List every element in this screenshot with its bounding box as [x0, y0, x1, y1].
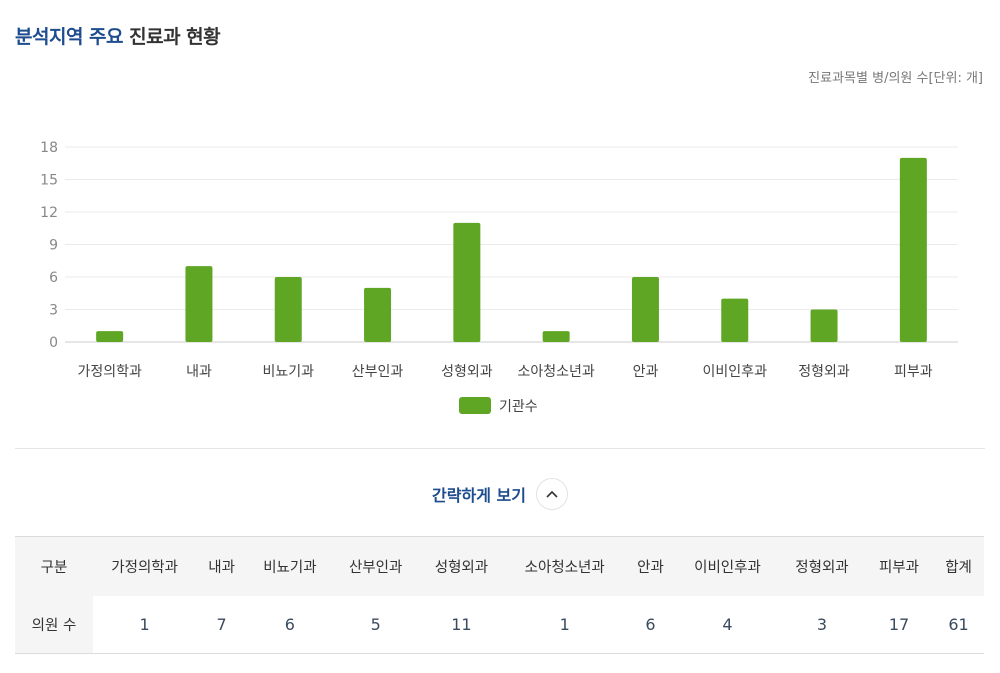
x-tick-label: 내과	[186, 364, 212, 380]
table-row: 의원 수 1 7 6 5 11 1 6 4 3 17 61	[15, 596, 984, 654]
y-tick-label: 12	[40, 205, 58, 221]
bar	[274, 277, 302, 342]
unit-note: 진료과목별 병/의원 수[단위: 개]	[808, 71, 983, 86]
bar	[96, 331, 124, 342]
table-header-cell: 산부인과	[332, 536, 419, 596]
x-tick-label: 산부인과	[352, 364, 404, 380]
bar-chart: 0 3 6 9 12 15 18 가정의학과 내과 비뇨기과 산부인과 성형외과 소아청소년과 안과 이비인…	[40, 140, 958, 415]
section-title: 분석지역 주요 진료과 현황	[15, 22, 221, 49]
table-cell: 4	[675, 596, 780, 654]
x-tick-label: 비뇨기과	[262, 364, 314, 380]
table-cell: 61	[933, 596, 984, 654]
table-cell: 6	[247, 596, 333, 654]
bar	[185, 266, 213, 342]
bar	[631, 277, 659, 342]
divider	[15, 448, 985, 449]
summary-table: 구분 가정의학과 내과 비뇨기과 산부인과 성형외과 소아청소년과 안과 이비인후과 정형외과 피부…	[15, 536, 984, 654]
x-tick-label: 피부과	[894, 364, 933, 380]
table-cell: 7	[196, 596, 248, 654]
table-cell: 6	[625, 596, 676, 654]
table-header-cell: 정형외과	[779, 536, 865, 596]
title-highlight: 분석지역 주요	[15, 26, 124, 48]
title-rest: 진료과 현황	[129, 26, 221, 48]
table-header-row: 구분 가정의학과 내과 비뇨기과 산부인과 성형외과 소아청소년과 안과 이비인후과 정형외과 피부…	[15, 536, 984, 596]
table-header-cell: 소아청소년과	[504, 536, 626, 596]
bar	[542, 331, 570, 342]
legend-swatch	[459, 397, 491, 414]
table-cell: 11	[418, 596, 505, 654]
x-tick-label: 소아청소년과	[518, 364, 595, 380]
y-tick-label: 6	[49, 270, 58, 286]
legend-label: 기관수	[499, 399, 538, 415]
bar	[721, 298, 749, 342]
x-tick-label: 성형외과	[441, 364, 493, 380]
collapse-toggle-label[interactable]: 간략하게 보기	[432, 486, 526, 505]
x-tick-label: 이비인후과	[703, 364, 768, 380]
table-header-cell: 이비인후과	[675, 536, 780, 596]
table-header-category: 구분	[15, 536, 93, 596]
table-header-cell: 비뇨기과	[247, 536, 333, 596]
collapse-toggle[interactable]: 간략하게 보기	[0, 478, 1000, 510]
table-cell: 1	[93, 596, 197, 654]
table-header-cell: 합계	[933, 536, 984, 596]
x-tick-label: 가정의학과	[77, 364, 142, 380]
bar	[810, 309, 838, 342]
bar	[364, 287, 392, 342]
y-tick-label: 3	[49, 303, 58, 319]
y-tick-label: 18	[40, 140, 58, 156]
y-tick-label: 15	[40, 173, 58, 189]
row-label: 의원 수	[15, 596, 93, 654]
table-header-cell: 가정의학과	[93, 536, 197, 596]
x-tick-label: 안과	[633, 364, 659, 380]
bar	[453, 222, 481, 342]
table-cell: 5	[332, 596, 419, 654]
bar	[899, 157, 927, 342]
chevron-up-icon	[546, 490, 558, 498]
table-header-cell: 성형외과	[418, 536, 505, 596]
y-tick-label: 9	[49, 238, 58, 254]
table-cell: 1	[504, 596, 626, 654]
collapse-button[interactable]	[535, 478, 568, 510]
table-header-cell: 피부과	[864, 536, 934, 596]
table-cell: 17	[864, 596, 934, 654]
table-cell: 3	[779, 596, 865, 654]
table-header-cell: 내과	[196, 536, 248, 596]
y-tick-label: 0	[49, 335, 58, 351]
table-header-cell: 안과	[625, 536, 676, 596]
x-tick-label: 정형외과	[798, 364, 850, 380]
